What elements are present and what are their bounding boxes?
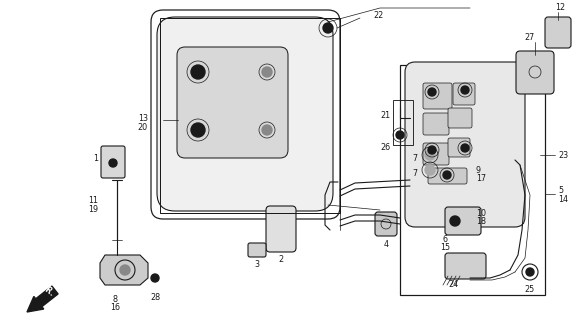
FancyBboxPatch shape [266, 206, 296, 252]
Text: 25: 25 [525, 285, 535, 294]
Text: 24: 24 [448, 280, 458, 289]
Text: 27: 27 [525, 33, 535, 42]
Circle shape [461, 86, 469, 94]
FancyBboxPatch shape [445, 253, 486, 279]
FancyBboxPatch shape [423, 143, 449, 165]
FancyBboxPatch shape [516, 51, 554, 94]
Text: 26: 26 [380, 143, 390, 152]
Text: 9: 9 [476, 165, 481, 174]
Text: 3: 3 [254, 260, 260, 269]
Text: 13: 13 [138, 114, 148, 123]
Text: 23: 23 [558, 150, 568, 159]
FancyArrow shape [27, 286, 58, 312]
Text: 18: 18 [476, 217, 486, 226]
Text: 5: 5 [558, 186, 563, 195]
Circle shape [151, 274, 159, 282]
Text: 28: 28 [150, 293, 160, 302]
Circle shape [443, 171, 451, 179]
Text: 17: 17 [476, 173, 486, 182]
Text: 19: 19 [88, 204, 98, 213]
FancyBboxPatch shape [423, 83, 452, 109]
Circle shape [461, 144, 469, 152]
FancyBboxPatch shape [445, 207, 481, 235]
Circle shape [428, 146, 436, 154]
Circle shape [109, 159, 117, 167]
FancyBboxPatch shape [101, 146, 125, 178]
Text: 14: 14 [558, 195, 568, 204]
Circle shape [526, 268, 534, 276]
Text: FR.: FR. [38, 282, 56, 298]
FancyBboxPatch shape [248, 243, 266, 257]
FancyBboxPatch shape [177, 47, 288, 158]
Text: 16: 16 [110, 303, 120, 312]
Circle shape [191, 65, 205, 79]
FancyBboxPatch shape [545, 17, 571, 48]
Text: 7: 7 [413, 154, 418, 163]
Text: 4: 4 [383, 240, 388, 249]
Circle shape [450, 216, 460, 226]
FancyBboxPatch shape [151, 10, 340, 219]
Text: 15: 15 [440, 243, 450, 252]
Circle shape [428, 88, 436, 96]
Text: 7: 7 [413, 169, 418, 178]
FancyBboxPatch shape [375, 212, 397, 236]
FancyBboxPatch shape [453, 83, 475, 105]
Polygon shape [100, 255, 148, 285]
Circle shape [262, 67, 272, 77]
Text: 22: 22 [373, 11, 383, 20]
Text: 8: 8 [112, 295, 117, 304]
FancyBboxPatch shape [448, 138, 470, 157]
Circle shape [191, 123, 205, 137]
Text: 21: 21 [380, 110, 390, 119]
Circle shape [323, 23, 333, 33]
Text: 10: 10 [476, 209, 486, 218]
FancyBboxPatch shape [448, 108, 472, 128]
FancyBboxPatch shape [428, 168, 467, 184]
Circle shape [120, 265, 130, 275]
FancyBboxPatch shape [405, 62, 525, 227]
Text: 6: 6 [442, 235, 448, 244]
Circle shape [396, 131, 404, 139]
FancyBboxPatch shape [423, 113, 449, 135]
Text: 12: 12 [555, 3, 565, 12]
Text: 1: 1 [93, 154, 98, 163]
Circle shape [262, 125, 272, 135]
Circle shape [425, 150, 435, 160]
Text: 20: 20 [138, 123, 148, 132]
FancyBboxPatch shape [157, 17, 333, 211]
Circle shape [425, 165, 435, 175]
Text: 11: 11 [88, 196, 98, 204]
Text: 2: 2 [278, 255, 284, 264]
